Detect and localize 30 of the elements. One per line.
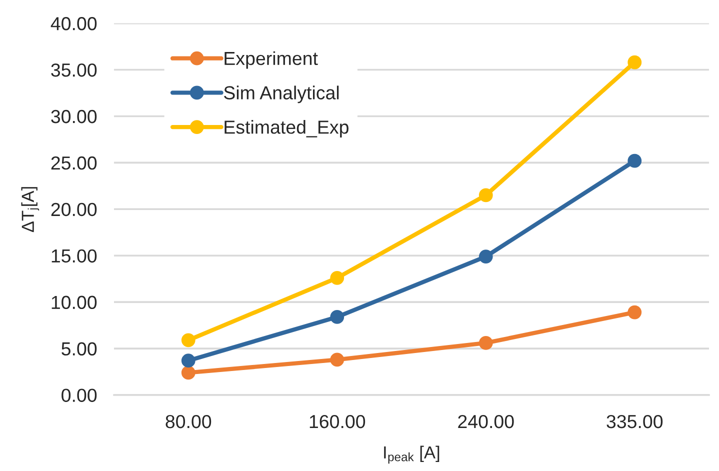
- point: [628, 305, 642, 320]
- point: [181, 354, 196, 368]
- point: [478, 250, 493, 264]
- y-tick-label: 10.00: [52, 296, 97, 310]
- point: [181, 333, 196, 348]
- point: [478, 336, 493, 350]
- y-tick-label: 35.00: [51, 63, 97, 77]
- y-tick-label: 25.00: [51, 156, 97, 170]
- y-axis-title: ΔT$_{j}$[A]: [21, 187, 40, 232]
- point: [628, 55, 642, 70]
- point: [330, 352, 344, 367]
- point: [181, 366, 196, 380]
- x-tick-label: 335.00: [606, 414, 663, 428]
- point: [330, 270, 344, 285]
- y-tick-label: 5.00: [62, 342, 97, 356]
- legend-label: Sim Analytical: [224, 86, 339, 104]
- x-tick-label: 240.00: [458, 414, 514, 428]
- point: [478, 188, 493, 202]
- legend-label: Estimated_Exp: [224, 120, 348, 138]
- x-tick-label: 80.00: [166, 414, 212, 428]
- point: [330, 310, 344, 324]
- y-tick-label: 40.00: [50, 17, 97, 30]
- x-axis-title: I$_{peak}$ [A]: [384, 446, 440, 464]
- y-tick-label: 15.00: [52, 249, 97, 263]
- y-tick-label: 20.00: [51, 202, 97, 216]
- x-tick-label: 160.00: [310, 414, 366, 428]
- legend-label: Experiment: [224, 51, 318, 69]
- point: [628, 154, 642, 168]
- y-tick-label: 0.00: [62, 388, 97, 402]
- y-tick-label: 30.00: [51, 110, 97, 124]
